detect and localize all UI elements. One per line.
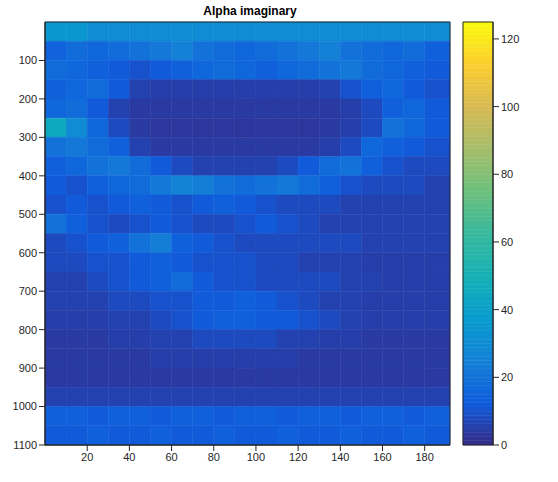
svg-text:180: 180 — [416, 451, 434, 463]
svg-text:600: 600 — [19, 247, 37, 259]
svg-text:200: 200 — [19, 93, 37, 105]
svg-text:80: 80 — [501, 168, 513, 180]
svg-text:120: 120 — [501, 33, 519, 45]
svg-text:1100: 1100 — [13, 439, 37, 451]
svg-text:20: 20 — [501, 371, 513, 383]
svg-text:60: 60 — [165, 451, 177, 463]
svg-text:60: 60 — [501, 236, 513, 248]
svg-text:80: 80 — [208, 451, 220, 463]
svg-text:300: 300 — [19, 131, 37, 143]
html-text:Alpha imaginary: Alpha imaginary — [203, 4, 297, 18]
svg-text:100: 100 — [19, 54, 37, 66]
svg-text:40: 40 — [123, 451, 135, 463]
svg-text:0: 0 — [501, 439, 507, 451]
svg-text:120: 120 — [289, 451, 307, 463]
svg-text:20: 20 — [81, 451, 93, 463]
svg-text:160: 160 — [373, 451, 391, 463]
svg-text:700: 700 — [19, 285, 37, 297]
svg-text:500: 500 — [19, 208, 37, 220]
svg-text:900: 900 — [19, 362, 37, 374]
svg-text:40: 40 — [501, 304, 513, 316]
svg-text:400: 400 — [19, 170, 37, 182]
svg-text:140: 140 — [331, 451, 349, 463]
svg-text:1000: 1000 — [13, 400, 37, 412]
svg-text:100: 100 — [247, 451, 265, 463]
svg-text:800: 800 — [19, 324, 37, 336]
svg-text:100: 100 — [501, 101, 519, 113]
